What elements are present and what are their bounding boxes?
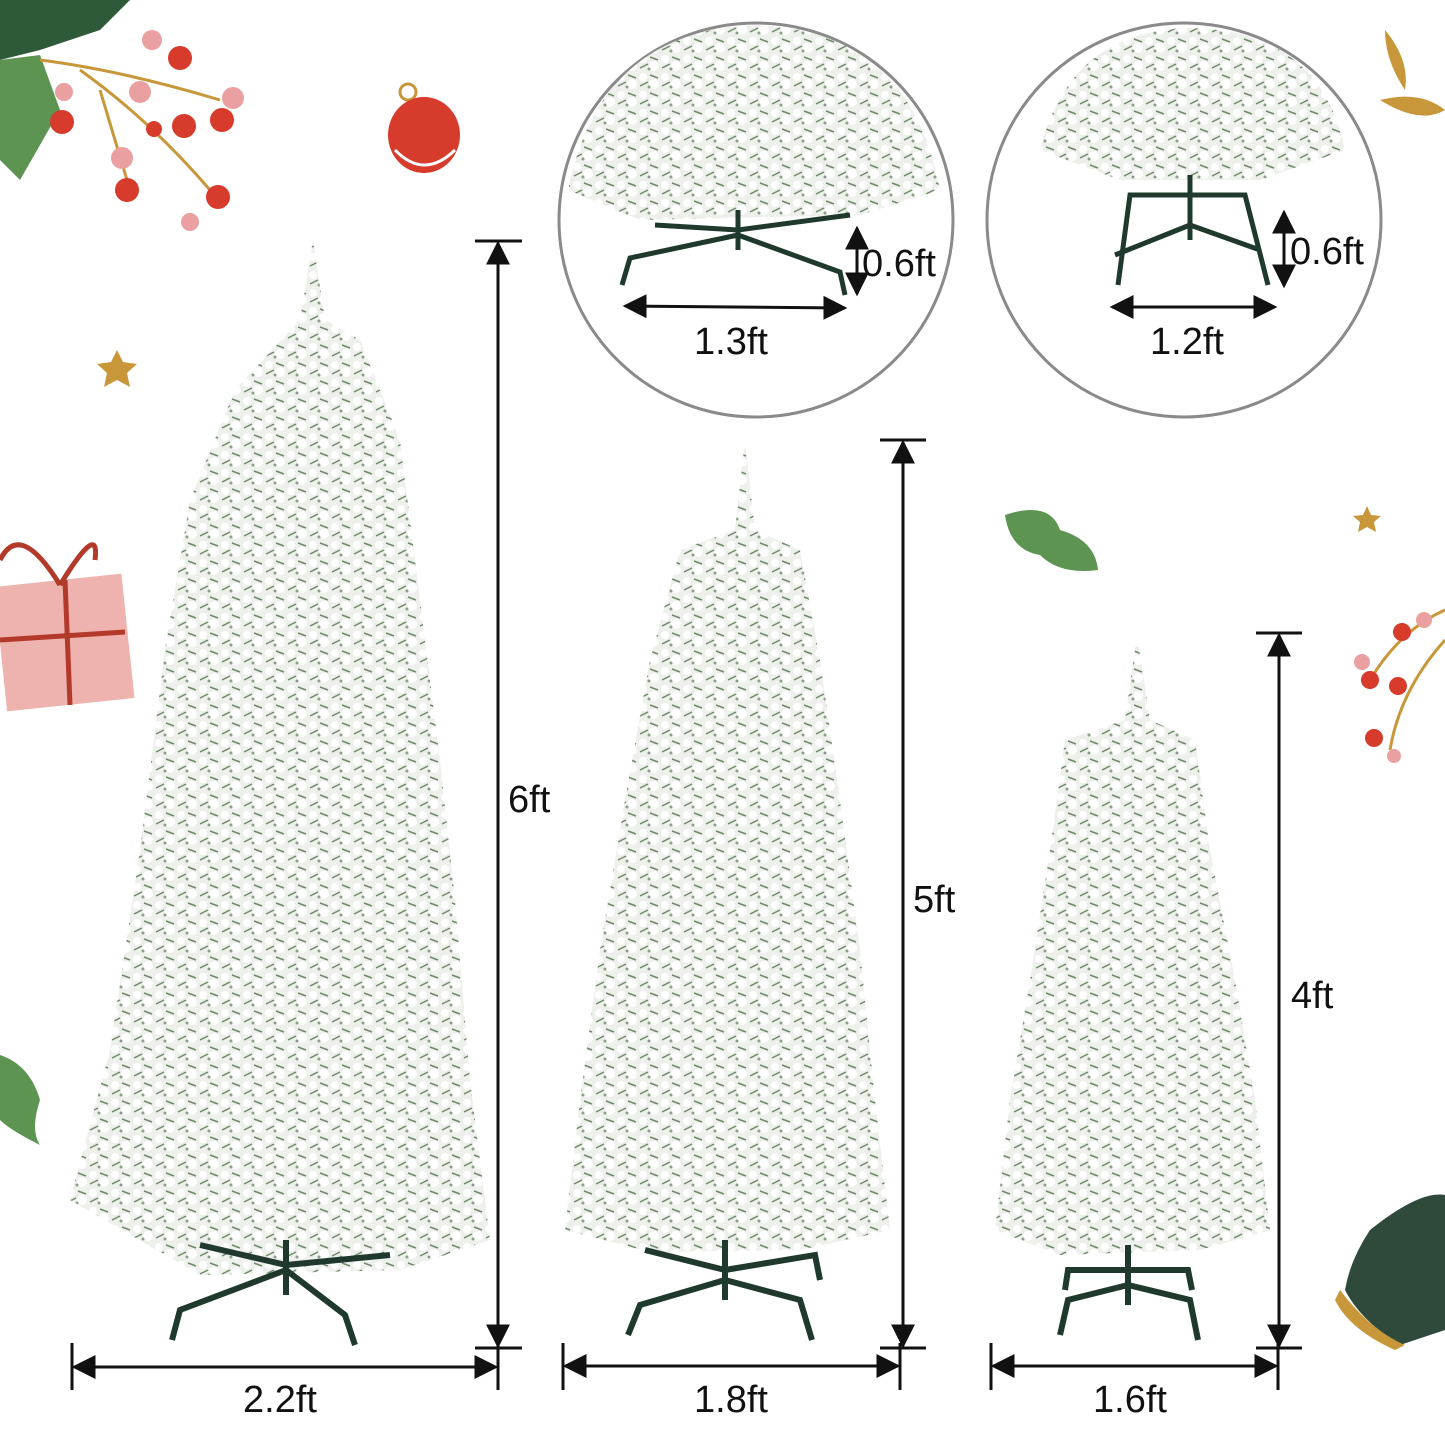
inset-1-height-label: 0.6ft: [862, 243, 936, 285]
tree-5ft: [565, 440, 890, 1341]
leaves-decoration-top-right: [1380, 30, 1445, 116]
inset-2-width-label: 1.2ft: [1150, 321, 1224, 363]
gift-box-decoration: [0, 542, 135, 712]
dimension-lines-tree-6ft: [70, 239, 522, 1390]
tree-6ft: [70, 240, 490, 1346]
berries-decoration-right: [1354, 608, 1445, 763]
tree-4ft-width-label: 1.6ft: [1093, 1379, 1167, 1421]
dimension-lines-tree-4ft: [989, 631, 1302, 1390]
mitten-decoration: [1335, 1194, 1445, 1350]
tree-6ft-width-label: 2.2ft: [243, 1379, 317, 1421]
holly-berries-decoration: [0, 0, 244, 231]
tree-4ft: [995, 635, 1270, 1341]
tree-4ft-height-label: 4ft: [1291, 975, 1334, 1017]
tree-5ft-width-label: 1.8ft: [694, 1379, 768, 1421]
star-icon: [1353, 506, 1381, 532]
inset-2-height-label: 0.6ft: [1290, 231, 1364, 273]
holly-leaf-decoration: [0, 1055, 40, 1145]
inset-1-width-label: 1.3ft: [694, 321, 768, 363]
stand-inset-1: [557, 21, 955, 419]
holly-leaf-decoration: [1005, 510, 1098, 571]
ornament-decoration: [388, 82, 460, 173]
star-icon: [97, 350, 137, 387]
stand-inset-2: [985, 21, 1383, 419]
dimension-lines-tree-5ft: [561, 438, 926, 1390]
tree-5ft-height-label: 5ft: [913, 879, 956, 921]
tree-6ft-height-label: 6ft: [508, 779, 551, 821]
